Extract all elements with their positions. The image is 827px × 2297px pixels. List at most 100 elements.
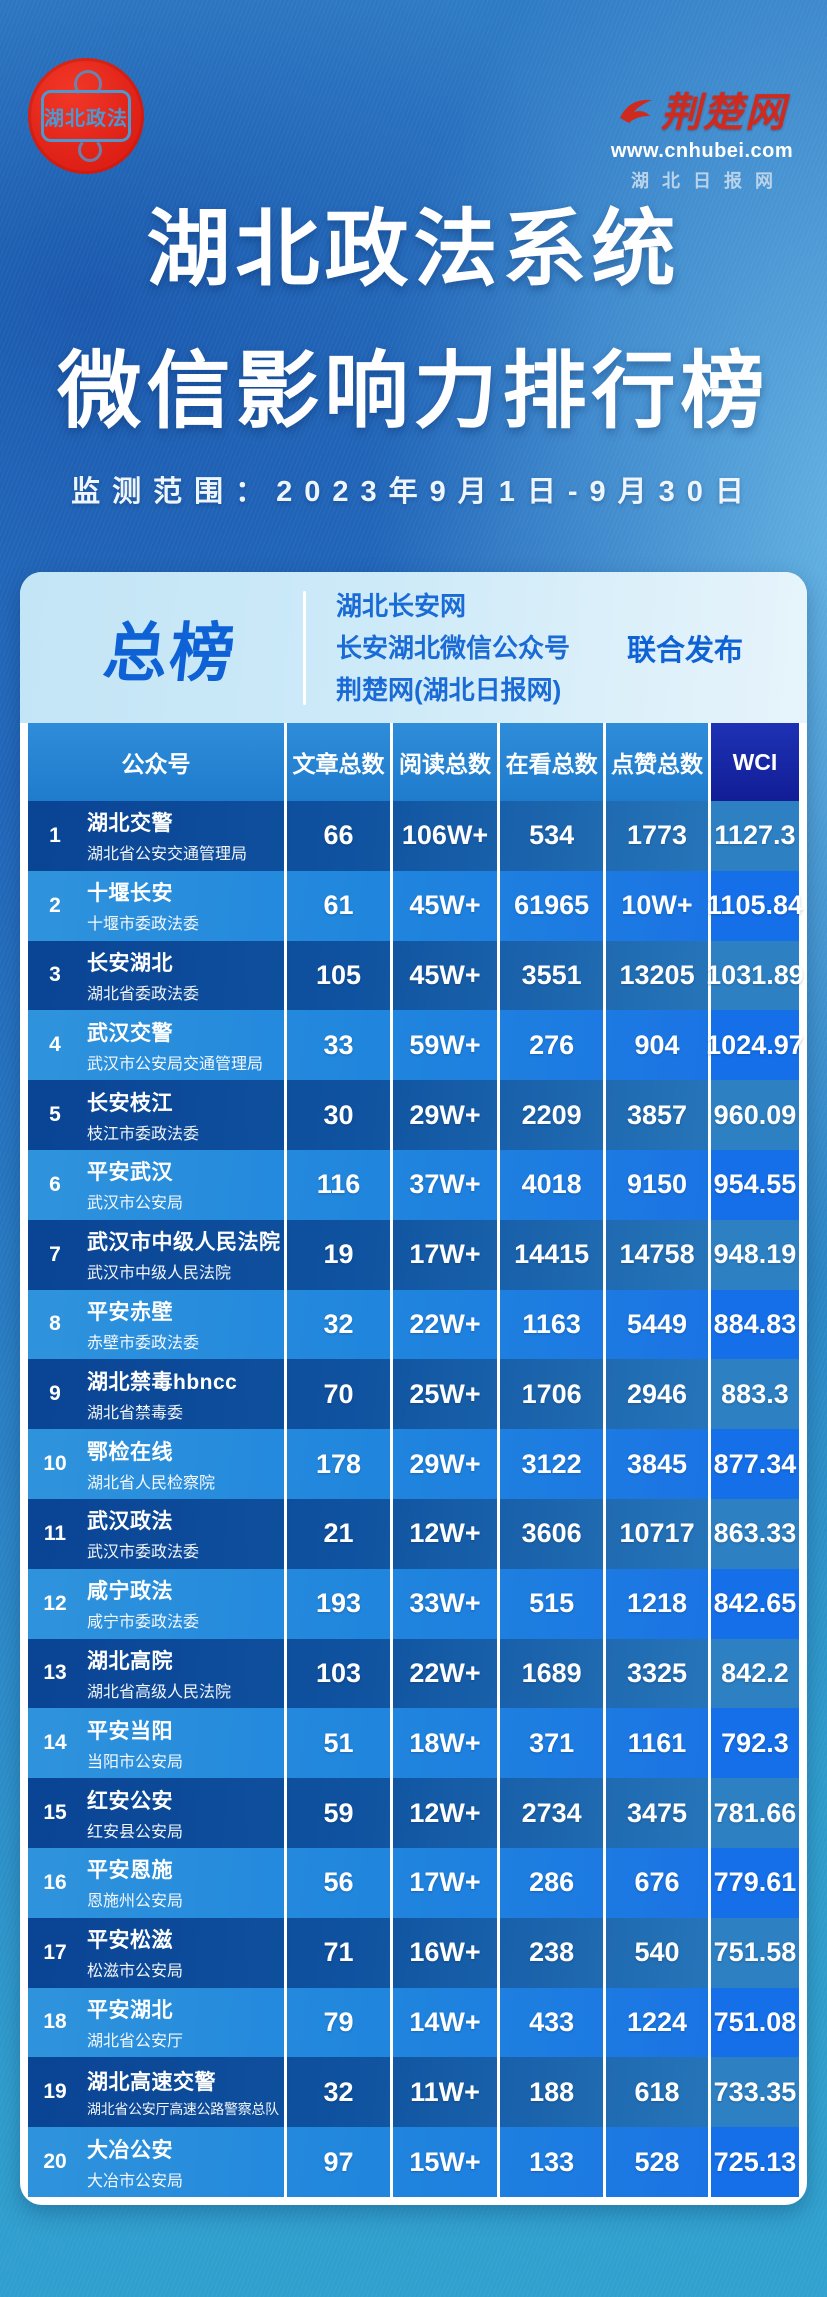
- ranking-table: 公众号 文章总数 阅读总数 在看总数 点赞总数 WCI 1 湖北交警 湖北省公安…: [28, 723, 804, 2197]
- wci-score: 751.58: [707, 1917, 799, 1988]
- account-text: 平安赤壁 赤壁市委政法委: [87, 1296, 199, 1353]
- articles-count: 79: [283, 1987, 390, 2058]
- articles-count: 59: [283, 1778, 390, 1848]
- likes-count: 1218: [603, 1568, 708, 1639]
- account-text: 平安当阳 当阳市公安局: [87, 1715, 183, 1772]
- likes-count: 540: [603, 1917, 708, 1988]
- account-cell: 4 武汉交警 武汉市公安局交通管理局: [28, 1010, 284, 1080]
- account-text: 红安公安 红安县公安局: [87, 1785, 183, 1842]
- account-text: 武汉市中级人民法院 武汉市中级人民法院: [87, 1226, 281, 1283]
- table-row: 5 长安枝江 枝江市委政法委 30 29W+ 2209 3857 960.09: [28, 1080, 799, 1150]
- rank-number: 17: [43, 1940, 67, 1964]
- rank-number: 13: [43, 1661, 67, 1685]
- reads-count: 33W+: [389, 1568, 497, 1639]
- articles-count: 61: [283, 870, 390, 941]
- reads-count: 29W+: [389, 1080, 497, 1150]
- looks-count: 133: [497, 2127, 603, 2197]
- articles-count: 97: [283, 2127, 390, 2197]
- account-name: 红安公安: [87, 1789, 173, 1813]
- table-row: 9 湖北禁毒hbncc 湖北省禁毒委 70 25W+ 1706 2946 883…: [28, 1359, 799, 1430]
- reads-count: 37W+: [389, 1149, 497, 1220]
- table-row: 1 湖北交警 湖北省公安交通管理局 66 106W+ 534 1773 1127…: [28, 801, 799, 871]
- looks-count: 1163: [497, 1289, 603, 1360]
- header-divider: [303, 590, 306, 705]
- table-row: 8 平安赤壁 赤壁市委政法委 32 22W+ 1163 5449 884.83: [28, 1289, 799, 1360]
- articles-count: 56: [283, 1847, 390, 1918]
- account-name: 平安松滋: [87, 1929, 173, 1953]
- rank-number: 1: [49, 823, 61, 847]
- table-row: 19 湖北高速交警 湖北省公安厅高速公路警察总队 32 11W+ 188 618…: [28, 2057, 799, 2128]
- reads-count: 22W+: [389, 1638, 497, 1709]
- articles-count: 70: [283, 1359, 390, 1430]
- account-org: 赤壁市委政法委: [87, 1334, 200, 1352]
- likes-count: 528: [603, 2127, 708, 2197]
- likes-count: 676: [603, 1847, 708, 1918]
- account-name: 湖北高速交警: [87, 2070, 216, 2094]
- reads-count: 25W+: [389, 1359, 497, 1430]
- account-name: 平安武汉: [87, 1161, 173, 1185]
- wci-score: 1024.97: [706, 1010, 804, 1081]
- wci-score: 883.3: [707, 1359, 799, 1430]
- account-org: 红安县公安局: [87, 1823, 184, 1841]
- table-row: 12 咸宁政法 咸宁市委政法委 193 33W+ 515 1218 842.65: [28, 1568, 799, 1639]
- page-title-line1: 湖北政法系统: [146, 199, 681, 298]
- looks-count: 1706: [497, 1359, 603, 1430]
- column-header-looks: 在看总数: [497, 723, 604, 801]
- articles-count: 103: [283, 1638, 390, 1709]
- rank-number: 3: [49, 963, 61, 987]
- table-row: 3 长安湖北 湖北省委政法委 105 45W+ 3551 13205 1031.…: [28, 940, 804, 1011]
- site-name: 湖北日报网: [631, 171, 786, 191]
- likes-count: 10W+: [603, 870, 708, 941]
- account-name: 平安湖北: [87, 1998, 173, 2022]
- rank-number: 5: [49, 1103, 61, 1127]
- column-header-reads: 阅读总数: [389, 723, 498, 801]
- account-text: 鄂检在线 湖北省人民检察院: [87, 1436, 215, 1493]
- account-org: 当阳市公安局: [87, 1753, 184, 1771]
- looks-count: 3551: [497, 940, 603, 1011]
- rank-number: 4: [49, 1033, 61, 1057]
- table-row: 13 湖北高院 湖北省高级人民法院 103 22W+ 1689 3325 842…: [28, 1638, 799, 1709]
- account-name: 十堰长安: [87, 882, 173, 906]
- reads-count: 15W+: [389, 2127, 497, 2197]
- table-row: 15 红安公安 红安县公安局 59 12W+ 2734 3475 781.66: [28, 1778, 799, 1848]
- wci-score: 1031.89: [706, 940, 804, 1011]
- account-org: 恩施州公安局: [87, 1893, 184, 1911]
- account-text: 平安武汉 武汉市公安局: [87, 1156, 183, 1213]
- table-row: 10 鄂检在线 湖北省人民检察院 178 29W+ 3122 3845 877.…: [28, 1429, 799, 1499]
- account-name: 湖北禁毒hbncc: [87, 1370, 238, 1394]
- brand-logo-row: 荆楚网: [607, 80, 797, 138]
- looks-count: 61965: [497, 870, 603, 941]
- looks-count: 188: [497, 2057, 603, 2128]
- rank-number: 18: [43, 2010, 67, 2034]
- hubei-zhengfa-seal-icon: 湖北政法: [28, 58, 144, 174]
- wci-score: 781.66: [707, 1778, 799, 1848]
- account-cell: 9 湖北禁毒hbncc 湖北省禁毒委: [28, 1359, 284, 1429]
- articles-count: 33: [283, 1010, 390, 1081]
- looks-count: 2734: [497, 1778, 603, 1848]
- seal-label: 湖北政法: [41, 90, 131, 142]
- likes-count: 14758: [603, 1219, 708, 1290]
- board-title: 总榜: [100, 616, 240, 689]
- account-cell: 18 平安湖北 湖北省公安厅: [28, 1988, 284, 2058]
- articles-count: 71: [283, 1917, 390, 1988]
- looks-count: 2209: [497, 1080, 603, 1150]
- likes-count: 13205: [603, 940, 708, 1011]
- articles-count: 193: [283, 1568, 390, 1639]
- likes-count: 9150: [603, 1149, 708, 1220]
- wci-score: 1127.3: [707, 801, 799, 871]
- account-cell: 20 大冶公安 大冶市公安局: [28, 2127, 284, 2197]
- account-name: 武汉政法: [87, 1510, 173, 1534]
- rank-number: 20: [43, 2150, 67, 2174]
- account-cell: 17 平安松滋 松滋市公安局: [28, 1918, 284, 1988]
- account-cell: 19 湖北高速交警 湖北省公安厅高速公路警察总队: [28, 2057, 284, 2127]
- account-text: 十堰长安 十堰市委政法委: [87, 877, 199, 934]
- looks-count: 238: [497, 1917, 603, 1988]
- rank-number: 11: [43, 1521, 67, 1545]
- rank-number: 6: [49, 1172, 61, 1196]
- articles-count: 30: [283, 1080, 390, 1150]
- looks-count: 286: [497, 1847, 603, 1918]
- likes-count: 3475: [603, 1778, 708, 1848]
- rank-number: 8: [49, 1312, 61, 1336]
- articles-count: 21: [283, 1498, 390, 1569]
